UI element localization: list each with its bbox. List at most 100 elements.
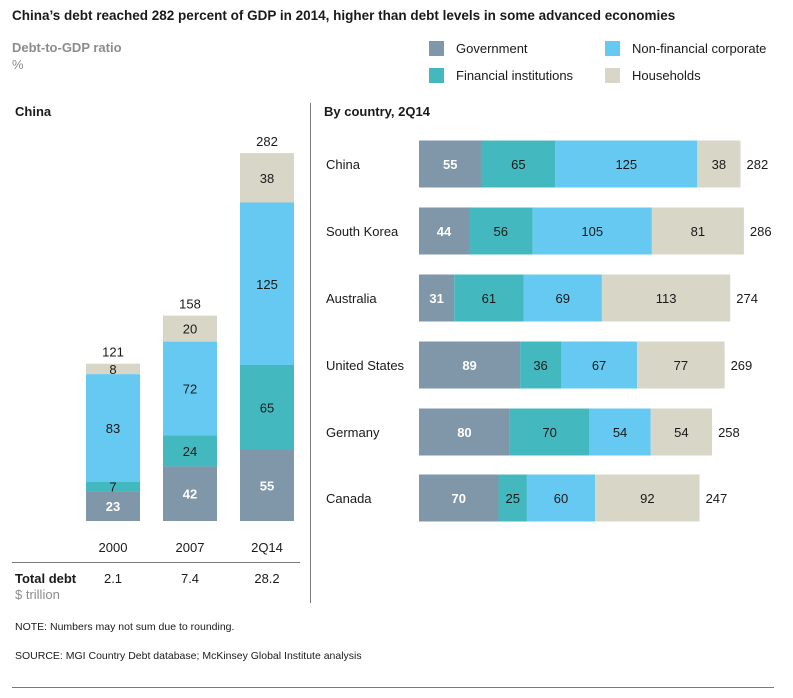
- total-label: 274: [736, 291, 758, 306]
- data-label: 23: [106, 499, 120, 514]
- data-label: 69: [555, 291, 569, 306]
- bar-segment-financial-institutions: [454, 274, 524, 322]
- country-label: Canada: [326, 491, 372, 506]
- data-label: 38: [260, 171, 274, 186]
- category-label: 2Q14: [251, 540, 283, 555]
- bar-segment-financial-institutions: [520, 341, 561, 389]
- total-label: 121: [102, 345, 124, 360]
- legend-swatch: [429, 68, 444, 83]
- data-label: 56: [494, 224, 508, 239]
- bar-segment-government: [86, 491, 140, 521]
- bar-segment-households: [601, 274, 731, 322]
- total-debt-unit: $ trillion: [15, 587, 60, 602]
- total-label: 269: [731, 358, 753, 373]
- bar-segment-non-financial-corporate: [523, 274, 602, 322]
- country-label: South Korea: [326, 224, 399, 239]
- data-label: 20: [183, 322, 197, 337]
- data-label: 55: [260, 478, 274, 493]
- legend-item-households: Households: [605, 68, 701, 83]
- category-label: 2007: [176, 540, 205, 555]
- bar-segment-government: [240, 449, 294, 521]
- data-label: 54: [613, 425, 627, 440]
- legend-label: Government: [456, 41, 528, 56]
- bar-segment-government: [419, 140, 482, 188]
- bar-segment-non-financial-corporate: [589, 408, 651, 456]
- data-label: 38: [712, 157, 726, 172]
- country-label: China: [326, 157, 361, 172]
- legend-label: Financial institutions: [456, 68, 574, 83]
- legend-swatch: [605, 41, 620, 56]
- data-label: 125: [256, 277, 278, 292]
- data-label: 92: [640, 491, 654, 506]
- total-label: 282: [256, 134, 278, 149]
- bar-segment-non-financial-corporate: [561, 341, 638, 389]
- bar-segment-government: [419, 408, 510, 456]
- country-stacked-bars: China 55 65 125 38 282 South Korea 44 56 105 81 286…: [326, 140, 772, 522]
- note: NOTE: Numbers may not sum due to roundin…: [15, 621, 235, 633]
- chart-subtitle: Debt-to-GDP ratio: [12, 40, 122, 55]
- category-label: 2000: [99, 540, 128, 555]
- bar-segment-non-financial-corporate: [555, 140, 698, 188]
- data-label: 55: [443, 157, 457, 172]
- legend-item-government: Government: [429, 41, 528, 56]
- left-panel-title: China: [15, 104, 52, 119]
- country-label: Germany: [326, 425, 380, 440]
- total-label: 258: [718, 425, 740, 440]
- bar-segment-financial-institutions: [86, 482, 140, 492]
- data-label: 8: [109, 362, 116, 377]
- total-label: 247: [706, 491, 728, 506]
- legend-swatch: [429, 41, 444, 56]
- data-label: 36: [533, 358, 547, 373]
- country-label: Australia: [326, 291, 377, 306]
- data-label: 113: [656, 291, 677, 306]
- data-label: 25: [505, 491, 519, 506]
- bar-segment-households: [650, 408, 713, 456]
- country-label: United States: [326, 358, 405, 373]
- bar-segment-households: [163, 315, 217, 342]
- data-label: 42: [183, 487, 197, 502]
- bar-segment-financial-institutions: [163, 435, 217, 467]
- data-label: 77: [674, 358, 688, 373]
- bar-segment-financial-institutions: [509, 408, 590, 456]
- data-label: 7: [109, 480, 116, 495]
- right-panel-title: By country, 2Q14: [324, 104, 430, 119]
- total-debt-rule: [12, 562, 300, 563]
- data-label: 67: [592, 358, 606, 373]
- data-label: 24: [183, 444, 197, 459]
- data-label: 54: [674, 425, 688, 440]
- bar-segment-government: [419, 207, 469, 255]
- data-label: 70: [452, 491, 466, 506]
- data-label: 65: [511, 157, 525, 172]
- bar-segment-households: [86, 363, 140, 375]
- bar-segment-households: [595, 474, 700, 522]
- data-label: 89: [462, 358, 476, 373]
- data-label: 60: [554, 491, 568, 506]
- bar-segment-financial-institutions: [481, 140, 556, 188]
- source: SOURCE: MGI Country Debt database; McKin…: [15, 650, 362, 662]
- legend-label: Households: [632, 68, 701, 83]
- bar-segment-non-financial-corporate: [532, 207, 652, 255]
- data-label: 65: [260, 400, 274, 415]
- data-label: 83: [106, 421, 120, 436]
- total-debt-value-text: 28.2: [254, 571, 280, 586]
- bar-segment-non-financial-corporate: [526, 474, 596, 522]
- bar-segment-households: [697, 140, 741, 188]
- bar-segment-financial-institutions: [468, 207, 533, 255]
- total-label: 286: [750, 224, 772, 239]
- bar-segment-government: [419, 474, 499, 522]
- bar-segment-government: [163, 466, 217, 521]
- total-label: 158: [179, 297, 201, 312]
- panel-divider: [310, 103, 311, 603]
- data-label: 70: [542, 425, 556, 440]
- bar-segment-households: [651, 207, 744, 255]
- data-label: 105: [581, 224, 603, 239]
- bar-segment-households: [240, 153, 294, 203]
- bar-segment-households: [637, 341, 725, 389]
- bar-segment-government: [419, 274, 455, 322]
- legend-item-non-financial-corporate: Non-financial corporate: [605, 41, 766, 56]
- bar-segment-non-financial-corporate: [163, 341, 217, 436]
- chart-title: China’s debt reached 282 percent of GDP …: [12, 8, 676, 23]
- data-label: 72: [183, 381, 197, 396]
- total-debt-value-text: 7.4: [180, 571, 200, 586]
